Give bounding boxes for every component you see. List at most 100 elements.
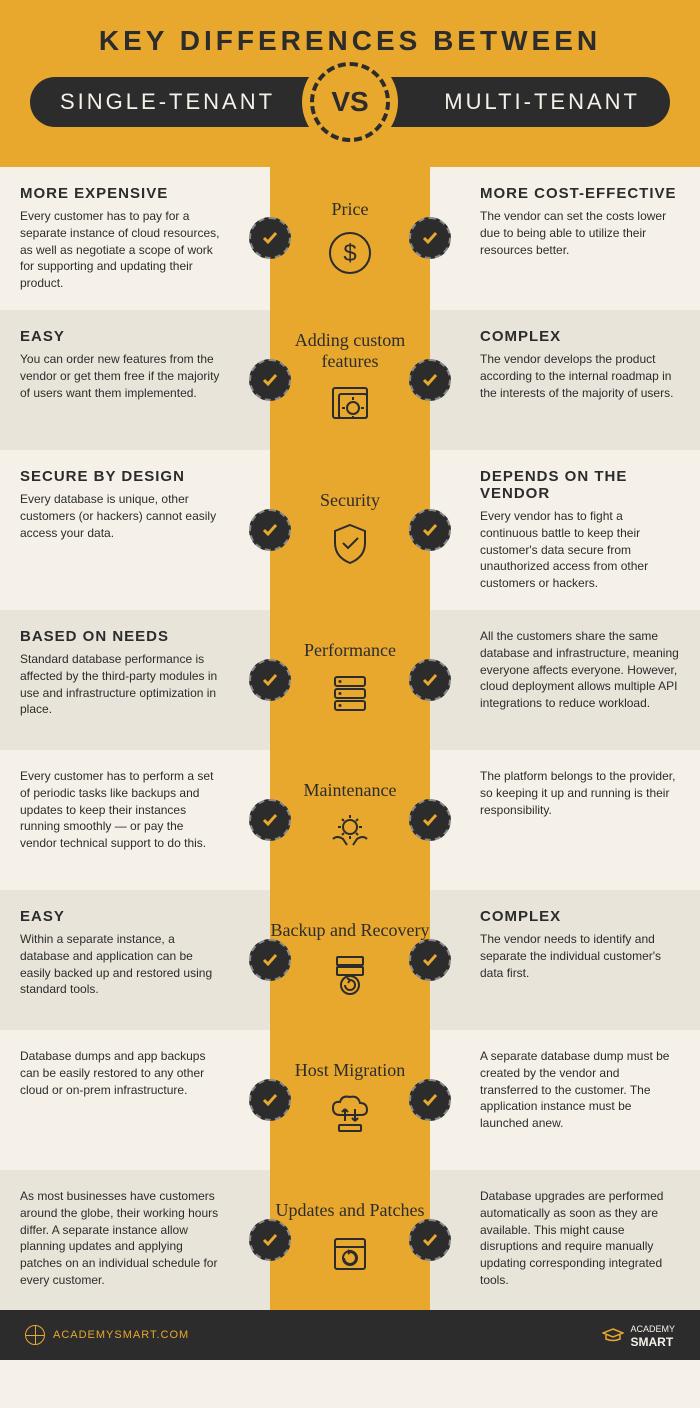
check-icon [249,659,291,701]
comparison-row: As most businesses have customers around… [0,1170,700,1310]
right-text: The vendor can set the costs lower due t… [480,208,680,258]
left-text: Within a separate instance, a database a… [20,931,220,998]
right-title: COMPLEX [480,908,680,925]
left-text: Every customer has to pay for a separate… [20,208,220,292]
comparison-row: EASY You can order new features from the … [0,310,700,450]
right-text: The platform belongs to the provider, so… [480,768,680,818]
category-column: Backup and Recovery [270,890,430,1030]
right-title: MORE COST-EFFECTIVE [480,185,680,202]
left-text: You can order new features from the vend… [20,351,220,401]
left-column: EASY Within a separate instance, a databa… [0,890,270,1030]
check-icon [409,659,451,701]
category-column: Price $ [270,167,430,310]
right-text: The vendor needs to identify and separat… [480,931,680,981]
left-text: Database dumps and app backups can be ea… [20,1048,220,1098]
comparison-table: MORE EXPENSIVE Every customer has to pay … [0,167,700,1310]
right-column: DEPENDS ON THE VENDOR Every vendor has to… [430,450,700,610]
left-title: EASY [20,328,220,345]
graduation-cap-icon [602,1327,624,1343]
right-column: All the customers share the same databas… [430,610,700,750]
left-text: Standard database performance is affecte… [20,651,220,718]
check-icon [409,509,451,551]
comparison-row: EASY Within a separate instance, a databa… [0,890,700,1030]
check-icon [249,1079,291,1121]
category-title: Backup and Recovery [271,920,430,941]
page-title: KEY DIFFERENCES BETWEEN [20,25,680,57]
category-title: Security [320,490,380,511]
comparison-row: MORE EXPENSIVE Every customer has to pay … [0,167,700,310]
left-column: MORE EXPENSIVE Every customer has to pay … [0,167,270,310]
check-icon [409,1219,451,1261]
check-icon [249,359,291,401]
category-column: Host Migration [270,1030,430,1170]
comparison-row: SECURE BY DESIGN Every database is unique… [0,450,700,610]
vs-bar: SINGLE-TENANT VS MULTI-TENANT [30,77,670,127]
category-title: Updates and Patches [276,1200,425,1221]
category-title: Performance [304,640,396,661]
update-window-icon [320,1229,380,1279]
vs-text: VS [331,86,368,118]
right-column: COMPLEX The vendor needs to identify and … [430,890,700,1030]
server-icon [320,669,380,719]
category-column: Updates and Patches [270,1170,430,1310]
footer-logo: ACADEMYSMART [602,1321,675,1349]
right-text: A separate database dump must be created… [480,1048,680,1132]
vs-circle: VS [310,62,390,142]
left-column: BASED ON NEEDS Standard database performa… [0,610,270,750]
category-title: Host Migration [295,1060,406,1081]
right-label: MULTI-TENANT [444,89,640,115]
check-icon [409,1079,451,1121]
left-title: BASED ON NEEDS [20,628,220,645]
category-column: Performance [270,610,430,750]
right-text: The vendor develops the product accordin… [480,351,680,401]
check-icon [409,217,451,259]
left-title: MORE EXPENSIVE [20,185,220,202]
category-column: Maintenance [270,750,430,890]
comparison-row: BASED ON NEEDS Standard database performa… [0,610,700,750]
check-icon [249,939,291,981]
left-text: As most businesses have customers around… [20,1188,220,1289]
check-icon [409,939,451,981]
left-column: EASY You can order new features from the … [0,310,270,450]
check-icon [409,359,451,401]
globe-icon [25,1325,45,1345]
db-restore-icon [320,949,380,999]
right-text: Database upgrades are performed automati… [480,1188,680,1289]
category-column: Adding custom features [270,310,430,450]
check-icon [249,217,291,259]
left-column: SECURE BY DESIGN Every database is unique… [0,450,270,610]
right-column: The platform belongs to the provider, so… [430,750,700,890]
left-text: Every customer has to perform a set of p… [20,768,220,852]
category-title: Maintenance [304,780,397,801]
check-icon [249,799,291,841]
right-title: COMPLEX [480,328,680,345]
left-title: EASY [20,908,220,925]
gear-window-icon [320,380,380,430]
right-column: MORE COST-EFFECTIVE The vendor can set th… [430,167,700,310]
right-text: Every vendor has to fight a continuous b… [480,508,680,592]
shield-icon [320,519,380,569]
check-icon [409,799,451,841]
left-title: SECURE BY DESIGN [20,468,220,485]
right-title: DEPENDS ON THE VENDOR [480,468,680,502]
category-column: Security [270,450,430,610]
footer-url: ACADEMYSMART.COM [25,1325,189,1345]
svg-text:$: $ [343,240,356,267]
right-column: COMPLEX The vendor develops the product a… [430,310,700,450]
left-column: Every customer has to perform a set of p… [0,750,270,890]
category-title: Price [332,199,369,220]
check-icon [249,1219,291,1261]
left-label: SINGLE-TENANT [60,89,275,115]
left-column: Database dumps and app backups can be ea… [0,1030,270,1170]
right-text: All the customers share the same databas… [480,628,680,712]
right-column: Database upgrades are performed automati… [430,1170,700,1310]
header: KEY DIFFERENCES BETWEEN SINGLE-TENANT VS… [0,0,700,167]
right-column: A separate database dump must be created… [430,1030,700,1170]
comparison-row: Database dumps and app backups can be ea… [0,1030,700,1170]
left-column: As most businesses have customers around… [0,1170,270,1310]
footer: ACADEMYSMART.COM ACADEMYSMART [0,1310,700,1360]
hands-gear-icon [320,809,380,859]
left-text: Every database is unique, other customer… [20,491,220,541]
cloud-arrows-icon [320,1089,380,1139]
dollar-icon: $ [320,228,380,278]
